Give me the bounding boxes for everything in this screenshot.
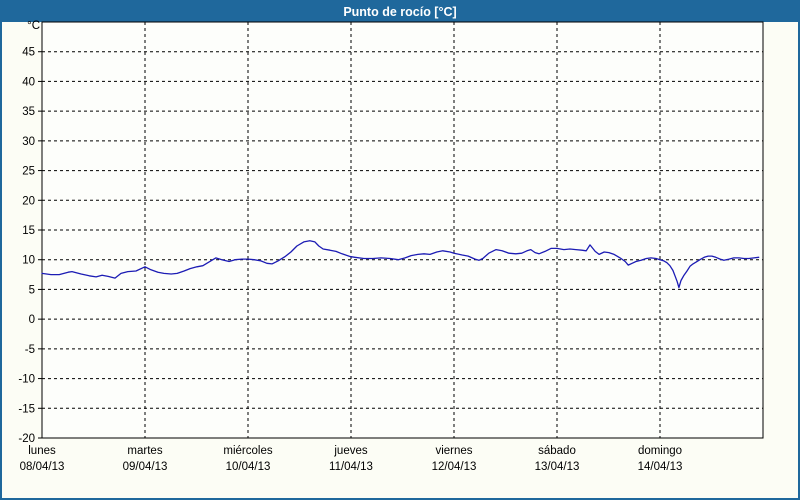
dew-point-chart: 45 40 35 30 25 20 15 10 5 0 -5 -10 -15 -20 °C lunes 08/0…	[18, 20, 764, 473]
x-date-label: 10/04/13	[226, 461, 271, 473]
x-date-label: 08/04/13	[20, 461, 65, 473]
x-day-label: martes	[127, 445, 162, 457]
x-date-label: 13/04/13	[535, 461, 580, 473]
x-day-label: sábado	[538, 445, 576, 457]
y-tick-label: -5	[25, 344, 35, 356]
x-day-label: domingo	[638, 445, 682, 457]
y-axis-unit-label: °C	[27, 20, 40, 32]
x-day-label: jueves	[333, 445, 367, 457]
y-tick-label: -20	[18, 433, 35, 445]
x-day-label: viernes	[435, 445, 472, 457]
x-day-label: miércoles	[223, 445, 272, 457]
y-tick-label: 45	[22, 47, 35, 59]
y-tick-label: 35	[22, 106, 35, 118]
y-tick-label: 20	[22, 195, 35, 207]
y-tick-label: 5	[29, 284, 35, 296]
dew-point-series-line	[41, 240, 760, 289]
y-tick-label: -15	[18, 403, 35, 415]
y-tick-label: 15	[22, 225, 35, 237]
x-date-label: 12/04/13	[432, 461, 477, 473]
y-tick-label: -10	[18, 374, 35, 386]
y-tick-label: 25	[22, 166, 35, 178]
y-tick-label: 10	[22, 255, 35, 267]
chart-title: Punto de rocío [°C]	[343, 5, 457, 19]
x-day-label: lunes	[28, 445, 56, 457]
y-tick-label: 30	[22, 136, 35, 148]
y-tick-label: 0	[29, 314, 35, 326]
x-date-label: 14/04/13	[638, 461, 683, 473]
x-date-label: 11/04/13	[329, 461, 373, 473]
chart-titlebar: Punto de rocío [°C]	[2, 2, 798, 22]
x-date-label: 09/04/13	[123, 461, 168, 473]
y-tick-label: 40	[22, 76, 35, 88]
